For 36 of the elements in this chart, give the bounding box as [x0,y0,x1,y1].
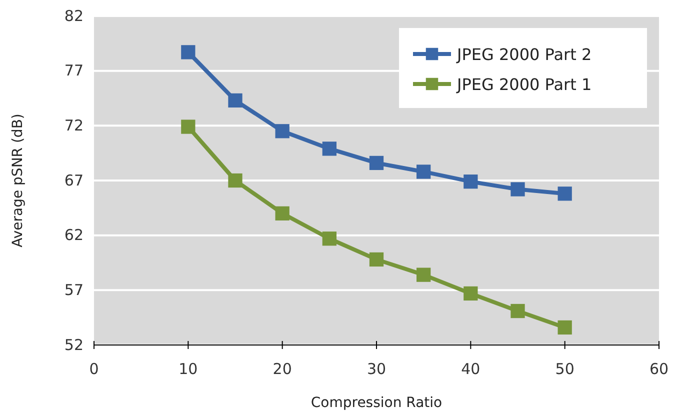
point [228,93,242,108]
x-tick-label: 10 [178,360,198,378]
point [322,142,336,156]
y-tick-label: 57 [64,280,84,299]
x-tick-label: 40 [461,360,480,378]
point [181,45,196,60]
y-tick-label: 82 [64,6,84,25]
point [558,186,572,201]
point [322,232,336,246]
x-tick-label: 20 [272,360,292,378]
point [275,206,290,220]
x-tick-label: 0 [89,360,99,378]
y-tick-label: 77 [64,62,84,80]
point [181,120,196,134]
point [510,182,525,196]
point [369,252,384,267]
point [464,286,478,301]
point [416,268,431,282]
y-tick-label: 62 [64,226,84,244]
point [510,304,525,318]
point [228,173,242,188]
legend-label: JPEG 2000 Part 2 [456,45,592,64]
y-tick-label: 72 [64,116,84,134]
point [464,174,478,189]
legend-label: JPEG 2000 Part 1 [456,75,592,94]
x-tick-label: 50 [555,360,574,378]
y-tick-label: 67 [64,171,84,190]
x-tick-label: 30 [366,360,386,378]
point [369,156,384,170]
point [416,164,431,179]
y-axis-title: Average pSNR (dB) [10,114,26,248]
y-tick-label: 52 [64,336,84,354]
x-tick-label: 60 [649,360,669,378]
point [558,320,572,335]
x-axis-title: Compression Ratio [310,395,442,411]
point [275,124,290,138]
